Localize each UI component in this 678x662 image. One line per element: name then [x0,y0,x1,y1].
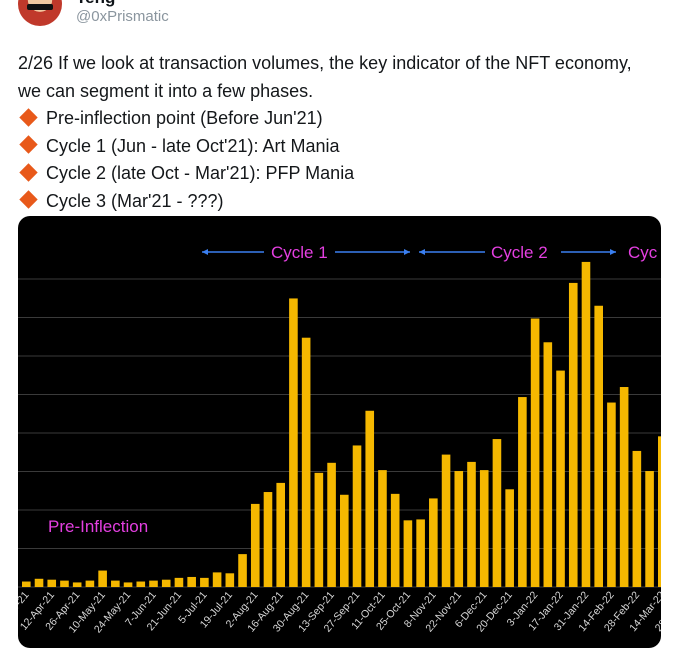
bar [72,582,82,587]
bar [607,402,616,587]
bar [467,461,476,587]
orange-diamond-icon [19,190,38,209]
bar [365,410,375,587]
bar [403,520,413,587]
bar [85,580,95,587]
annotation-cycle-1: Cycle 1 [271,243,328,262]
bar [174,577,184,587]
bar [225,573,235,587]
bar [568,282,578,587]
bar [289,298,298,587]
bar [314,472,324,587]
bar [390,493,400,587]
bar [378,470,387,587]
bar [276,482,285,587]
bar [632,450,642,587]
annotation-cycle-2: Cycle 2 [491,243,548,262]
bar [429,498,438,587]
bar [187,576,196,587]
bar [161,579,171,587]
bar [250,503,260,587]
bar [22,581,31,587]
bar [34,578,44,587]
annotation-cycle-3: Cyc [628,243,658,262]
bullet-item: Cycle 3 (Mar'21 - ???) [18,188,658,216]
bar [658,436,661,587]
bar [301,337,311,587]
arrow-head-left-icon [202,249,208,255]
bar [47,579,57,587]
bar [505,489,514,587]
bullet-text: Pre-inflection point (Before Jun'21) [46,108,323,128]
bar [352,445,362,587]
avatar[interactable] [18,0,62,26]
bullet-text: Cycle 2 (late Oct - Mar'21): PFP Mania [46,163,355,183]
bar [212,572,222,587]
bar [441,454,451,587]
arrow-head-right-icon [610,249,616,255]
bar [619,387,629,587]
bar [594,305,603,587]
bar [518,397,527,587]
arrow-head-left-icon [419,249,425,255]
bullet-text: Cycle 3 (Mar'21 - ???) [46,190,224,211]
bar [581,261,591,587]
tweet-header: Teng @0xPrismatic [0,0,678,40]
bar [238,554,247,587]
bar [98,570,107,587]
bar [111,580,120,587]
annotation-pre-inflection: Pre-Inflection [48,517,148,536]
author-name[interactable]: Teng [76,0,115,8]
orange-diamond-icon [19,108,38,127]
bar [136,581,146,587]
bar [556,370,565,587]
avatar-glasses [27,4,53,10]
bar [454,471,464,587]
bar [263,492,273,587]
chart-image[interactable]: 29-Mar-21 12-Apr-21 26-Apr-21 10-May-21 24-M… [18,216,661,648]
bar [479,470,489,587]
bar [60,580,69,587]
bullet-text: Cycle 1 (Jun - late Oct'21): Art Mania [46,135,340,156]
tweet-text: 2/26 If we look at transaction volumes, … [18,50,658,215]
bar [530,318,540,587]
orange-diamond-icon [19,135,38,154]
bullet-item: Cycle 2 (late Oct - Mar'21): PFP Mania [18,160,658,188]
bar [340,494,349,587]
bar [645,471,654,587]
orange-diamond-icon [19,163,38,182]
bar [200,577,209,587]
bar [543,342,553,587]
author-handle[interactable]: @0xPrismatic [76,8,169,25]
tweet-intro: 2/26 If we look at transaction volumes, … [18,53,632,101]
bullet-item: Pre-inflection point (Before Jun'21) [18,105,658,133]
arrow-head-right-icon [404,249,410,255]
bar [327,462,336,587]
transaction-volume-chart: 29-Mar-2112-Apr-2126-Apr-2110-May-2124-M… [18,243,661,635]
bar [123,582,133,587]
bar [416,519,425,587]
bar [492,439,502,587]
bar [149,580,158,587]
bullet-item: Cycle 1 (Jun - late Oct'21): Art Mania [18,133,658,161]
